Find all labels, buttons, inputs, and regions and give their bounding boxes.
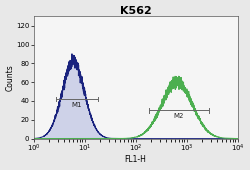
Title: K562: K562 [120, 6, 152, 16]
X-axis label: FL1-H: FL1-H [125, 155, 146, 164]
Text: M1: M1 [72, 102, 82, 108]
Text: M2: M2 [174, 113, 184, 119]
Y-axis label: Counts: Counts [6, 64, 15, 91]
